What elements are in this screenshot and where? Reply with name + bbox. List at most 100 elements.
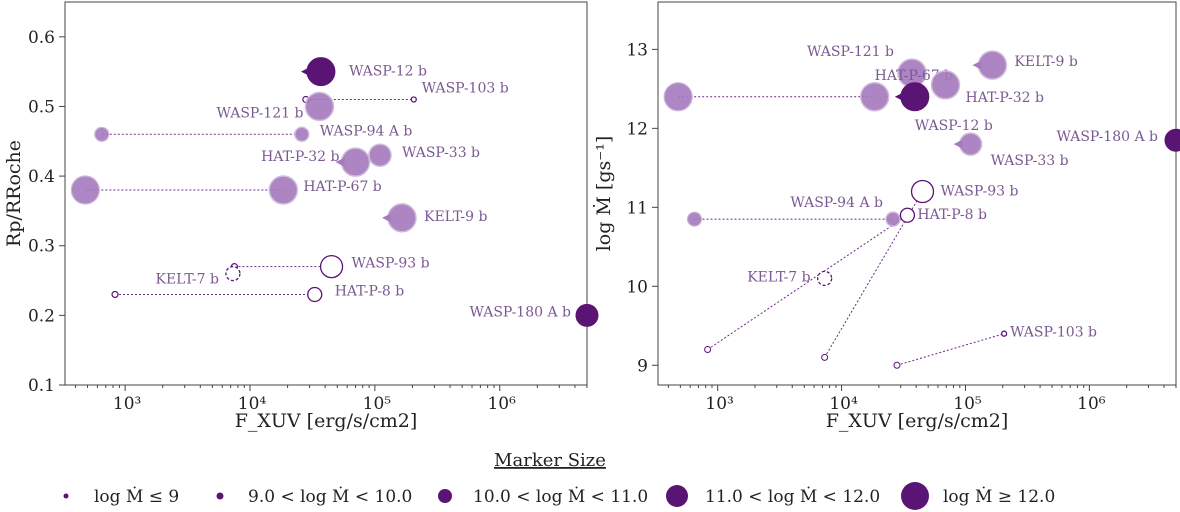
x-tick-label: 10⁶ bbox=[487, 394, 516, 414]
legend-label: 10.0 < log Ṁ < 11.0 bbox=[473, 486, 648, 507]
data-point-hat-p-67-b bbox=[859, 82, 890, 112]
y-tick-label: 9 bbox=[637, 356, 648, 376]
plot-frame bbox=[64, 1, 588, 386]
point-label-kelt-9-b: KELT-9 b bbox=[424, 209, 487, 225]
connector-line bbox=[707, 214, 908, 350]
data-point-hat-p-67-b bbox=[268, 175, 299, 205]
lower-limit-arrow bbox=[972, 60, 982, 70]
data-point-wasp-180-a-b bbox=[1164, 128, 1180, 152]
x-tick-label: 10⁶ bbox=[1077, 394, 1106, 414]
data-point-wasp-180-a-b bbox=[575, 303, 599, 327]
data-point-wasp-103-b bbox=[1000, 330, 1008, 337]
data-point-origin bbox=[111, 290, 119, 299]
data-point-hat-p-8-b bbox=[307, 286, 323, 303]
panel-1: 10³ 10⁴ 10⁵ 10⁶ 0.1 0.2 0.3 0.4 0.5 0.6 F_XUV [erg… bbox=[3, 1, 599, 432]
point-label-wasp-121-b: WASP-121 b bbox=[217, 105, 304, 121]
data-point-wasp-94-a-b bbox=[294, 126, 310, 143]
y-tick-label: 12 bbox=[626, 119, 648, 139]
data-point-kelt-9-b bbox=[387, 203, 417, 233]
legend-label: log Ṁ ≥ 12.0 bbox=[943, 486, 1055, 507]
lower-limit-arrow bbox=[335, 157, 345, 167]
x-tick-label: 10⁴ bbox=[238, 394, 267, 414]
y-tick-label: 10 bbox=[626, 277, 648, 297]
point-label-wasp-33-b: WASP-33 b bbox=[991, 153, 1069, 169]
y-tick-label: 0.4 bbox=[28, 167, 55, 187]
point-label-wasp-12-b: WASP-12 b bbox=[349, 64, 427, 80]
legend: Marker Size log Ṁ ≤ 9 9.0 < log Ṁ < 10.0 10… bbox=[63, 450, 1055, 510]
data-point-kelt-7-b bbox=[816, 270, 833, 287]
point-label-wasp-93-b: WASP-93 b bbox=[941, 184, 1019, 200]
point-label-wasp-33-b: WASP-33 b bbox=[402, 145, 480, 161]
data-point-origin bbox=[70, 175, 100, 205]
y-tick-label: 0.5 bbox=[28, 97, 55, 117]
y-tick-label: 13 bbox=[626, 40, 648, 60]
point-label-kelt-7-b: KELT-7 b bbox=[156, 272, 219, 288]
data-point-wasp-94-a-b bbox=[885, 211, 901, 227]
x-tick-label: 10³ bbox=[705, 394, 733, 414]
y-tick-label: 0.1 bbox=[28, 376, 55, 396]
data-point-hat-p-8-b bbox=[899, 207, 916, 223]
legend-label: log Ṁ ≤ 9 bbox=[94, 486, 179, 507]
point-label-kelt-9-b: KELT-9 b bbox=[1014, 54, 1077, 70]
lower-limit-arrow bbox=[953, 139, 963, 149]
data-point-wasp-103-b bbox=[410, 96, 417, 103]
point-label-wasp-94-a-b: WASP-94 A b bbox=[790, 195, 883, 211]
connector-line bbox=[896, 333, 1005, 366]
legend-marker bbox=[901, 482, 929, 510]
point-label-wasp-12-b: WASP-12 b bbox=[915, 118, 993, 134]
y-axis-label: log Ṁ [gs⁻¹] bbox=[592, 136, 615, 252]
point-label-hat-p-8-b: HAT-P-8 b bbox=[917, 207, 987, 223]
point-label-hat-p-67-b: HAT-P-67 b bbox=[303, 179, 381, 195]
data-point-wasp-121-b bbox=[304, 91, 335, 122]
data-point-hat-p-32-b bbox=[930, 70, 961, 100]
point-label-hat-p-8-b: HAT-P-8 b bbox=[335, 283, 405, 299]
x-tick-label: 10⁵ bbox=[363, 394, 392, 414]
point-label-wasp-180-a-b: WASP-180 A b bbox=[470, 304, 572, 320]
lower-limit-arrow bbox=[894, 92, 904, 102]
data-point-wasp-33-b bbox=[368, 143, 392, 167]
data-point-hat-p-32-b bbox=[340, 147, 371, 177]
data-point-wasp-93-b bbox=[910, 179, 935, 204]
legend-marker bbox=[666, 485, 688, 507]
point-label-kelt-7-b: KELT-7 b bbox=[747, 269, 810, 285]
data-point-kelt-7-b bbox=[225, 265, 241, 282]
x-tick-label: 10³ bbox=[113, 394, 141, 414]
x-axis-label: F_XUV [erg/s/cm2] bbox=[826, 410, 1009, 432]
point-label-wasp-180-a-b: WASP-180 A b bbox=[1057, 129, 1159, 145]
data-point-kelt-9-b bbox=[977, 50, 1008, 80]
x-tick-label: 10⁴ bbox=[829, 394, 858, 414]
data-point-origin bbox=[663, 82, 693, 112]
point-label-wasp-121-b: WASP-121 b bbox=[807, 44, 894, 60]
point-label-wasp-103-b: WASP-103 b bbox=[1010, 325, 1097, 341]
lower-limit-arrow bbox=[382, 213, 392, 223]
panel-2: 10³ 10⁴ 10⁵ 10⁶ 9 10 11 12 13 F_XUV [erg/s/cm2] lo… bbox=[592, 1, 1180, 432]
data-point-wasp-93-b bbox=[319, 254, 344, 279]
plot-frame bbox=[657, 1, 1177, 386]
point-label-wasp-94-a-b: WASP-94 A b bbox=[320, 123, 413, 139]
data-point-wasp-33-b bbox=[958, 132, 983, 156]
point-label-hat-p-32-b: HAT-P-32 b bbox=[966, 90, 1044, 106]
point-label-wasp-93-b: WASP-93 b bbox=[352, 256, 430, 272]
legend-label: 11.0 < log Ṁ < 12.0 bbox=[705, 486, 880, 507]
legend-marker bbox=[438, 489, 452, 503]
y-tick-label: 11 bbox=[626, 198, 648, 218]
data-point-origin bbox=[686, 211, 703, 227]
legend-marker bbox=[216, 492, 224, 500]
data-point-origin bbox=[893, 361, 901, 369]
x-tick-label: 10⁵ bbox=[953, 394, 982, 414]
y-axis-label: Rp/RRoche bbox=[3, 140, 25, 247]
y-tick-label: 0.2 bbox=[28, 306, 55, 326]
legend-title: Marker Size bbox=[494, 450, 606, 471]
y-tick-label: 0.3 bbox=[28, 237, 55, 257]
data-point-origin bbox=[704, 345, 712, 353]
legend-label: 9.0 < log Ṁ < 10.0 bbox=[248, 486, 412, 507]
data-point-wasp-12-b bbox=[306, 57, 336, 87]
lower-limit-arrow bbox=[300, 67, 310, 77]
legend-marker bbox=[63, 493, 69, 499]
data-point-wasp-12-b bbox=[900, 82, 930, 112]
point-label-hat-p-32-b: HAT-P-32 b bbox=[261, 149, 339, 165]
data-point-origin bbox=[821, 353, 829, 361]
data-point-origin bbox=[94, 126, 110, 142]
x-axis-label: F_XUV [erg/s/cm2] bbox=[235, 410, 418, 432]
